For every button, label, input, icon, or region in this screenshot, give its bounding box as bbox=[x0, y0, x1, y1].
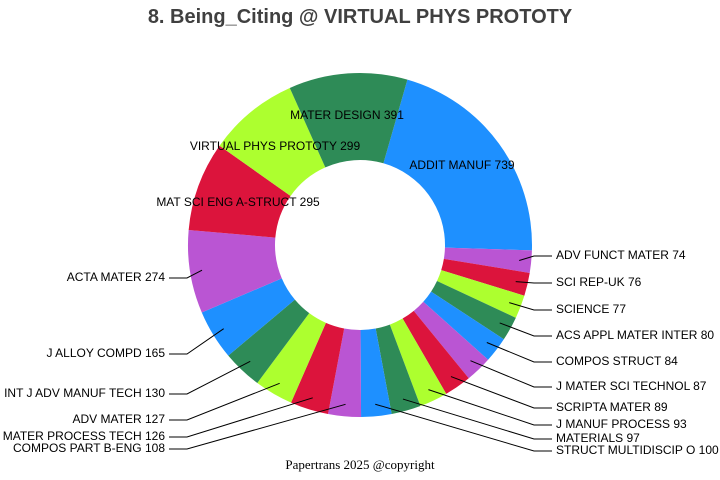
leader-line bbox=[515, 281, 552, 284]
slice-label: J MANUF PROCESS 93 bbox=[556, 417, 687, 431]
leader-line bbox=[169, 382, 280, 421]
chart-title: 8. Being_Citing @ VIRTUAL PHYS PROTOTY bbox=[147, 6, 573, 28]
slice-label: INT J ADV MANUF TECH 130 bbox=[4, 386, 165, 400]
leader-line bbox=[169, 269, 203, 279]
slice-label: SCIENCE 77 bbox=[556, 302, 626, 316]
leader-line bbox=[470, 360, 552, 388]
slice-label: ADV MATER 127 bbox=[73, 412, 166, 426]
slice-science bbox=[437, 270, 525, 318]
slice-compos-struct bbox=[423, 291, 504, 360]
slice-label: STRUCT MULTIDISCIP O 100 bbox=[556, 443, 719, 457]
slice-label: MAT SCI ENG A-STRUCT 295 bbox=[156, 195, 320, 209]
slice-label: MATER DESIGN 391 bbox=[290, 108, 404, 122]
slice-label: COMPOS PART B-ENG 108 bbox=[13, 441, 165, 455]
leader-line bbox=[169, 403, 346, 450]
slice-mater-process-tech bbox=[291, 322, 345, 414]
slice-label: MATER PROCESS TECH 126 bbox=[3, 429, 166, 443]
slice-struct-multidiscip-o bbox=[360, 328, 392, 417]
slice-scripta-mater bbox=[402, 310, 469, 394]
slice-mat-sci-eng-a-struct bbox=[188, 145, 291, 238]
leader-line bbox=[509, 302, 552, 311]
leader-line bbox=[169, 360, 251, 395]
leader-line bbox=[402, 398, 552, 440]
slice-label: ACS APPL MATER INTER 80 bbox=[556, 328, 714, 342]
slice-label: MATERIALS 97 bbox=[556, 431, 640, 445]
slice-j-manuf-process bbox=[389, 318, 447, 407]
slice-acs-appl-mater-inter bbox=[431, 280, 516, 340]
slice-label: VIRTUAL PHYS PROTOTY 299 bbox=[190, 139, 361, 153]
copyright-footer: Papertrans 2025 @copyright bbox=[285, 457, 435, 472]
slice-label: J ALLOY COMPD 165 bbox=[47, 346, 166, 360]
slice-compos-part-b-eng bbox=[328, 328, 362, 417]
slice-label: ADV FUNCT MATER 74 bbox=[556, 248, 686, 262]
slice-labels: ADDIT MANUF 739 ADV FUNCT MATER 74 SCI REP… bbox=[3, 108, 719, 457]
slice-j-mater-sci-technol bbox=[413, 301, 489, 379]
leader-line bbox=[519, 255, 552, 261]
slice-materials bbox=[375, 324, 421, 415]
leader-line bbox=[428, 389, 552, 426]
leader-line bbox=[169, 397, 313, 438]
slice-addit-manuf bbox=[383, 79, 532, 251]
slice-adv-mater bbox=[257, 313, 326, 403]
slice-label: ACTA MATER 274 bbox=[67, 270, 166, 284]
donut-slices bbox=[188, 73, 532, 417]
leader-lines bbox=[169, 255, 552, 452]
slice-acta-mater bbox=[188, 229, 282, 313]
leader-line bbox=[169, 328, 224, 355]
slice-j-alloy-compd bbox=[201, 278, 295, 356]
slice-adv-funct-mater bbox=[443, 247, 532, 273]
slice-virtual-phys-prototy bbox=[219, 87, 326, 196]
leader-line bbox=[450, 376, 552, 409]
slice-label: SCI REP-UK 76 bbox=[556, 275, 642, 289]
slice-mater-design bbox=[289, 73, 408, 168]
leader-line bbox=[499, 322, 552, 337]
slice-label: COMPOS STRUCT 84 bbox=[556, 354, 678, 368]
slice-label: ADDIT MANUF 739 bbox=[409, 158, 514, 172]
slice-label: J MATER SCI TECHNOL 87 bbox=[556, 379, 707, 393]
slice-sci-rep-uk bbox=[441, 258, 530, 296]
leader-line bbox=[375, 403, 552, 452]
leader-line bbox=[486, 342, 552, 363]
slice-label: SCRIPTA MATER 89 bbox=[556, 400, 668, 414]
